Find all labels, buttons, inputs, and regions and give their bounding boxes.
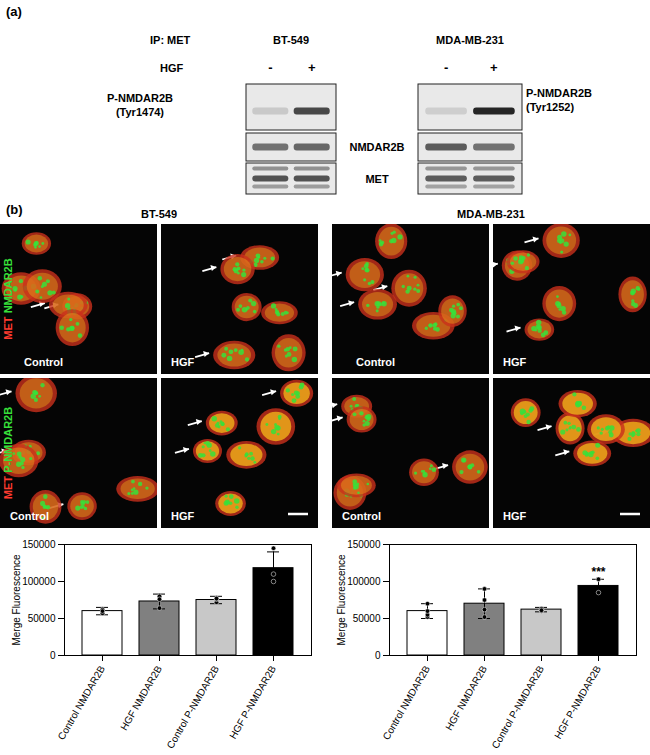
svg-text:+: + [490,60,498,75]
svg-text:Merge Fluorescence: Merge Fluorescence [11,554,22,646]
svg-text:(Tyr1252): (Tyr1252) [526,101,574,113]
svg-text:-: - [268,60,272,75]
svg-text:BT-549: BT-549 [141,208,177,220]
svg-text:Control NMDAR2B: Control NMDAR2B [56,663,108,741]
svg-text:P-NMDAR2B: P-NMDAR2B [107,92,173,104]
svg-text:0: 0 [50,650,56,661]
svg-text:HGF P-NMDAR2B: HGF P-NMDAR2B [227,663,278,740]
svg-text:Control: Control [10,510,49,522]
svg-text:MET NMDAR2B: MET NMDAR2B [2,258,14,339]
svg-text:Control: Control [24,356,63,368]
svg-text:0: 0 [375,650,381,661]
svg-text:50000: 50000 [353,613,381,624]
svg-text:100000: 100000 [347,576,381,587]
svg-text:Merge Fluorescence: Merge Fluorescence [336,554,347,646]
svg-text:150000: 150000 [22,539,56,550]
svg-text:***: *** [591,565,605,579]
svg-text:Control: Control [356,356,395,368]
svg-text:HGF: HGF [503,356,527,368]
svg-text:HGF: HGF [503,510,527,522]
svg-text:NMDAR2B: NMDAR2B [350,141,405,153]
svg-text:150000: 150000 [347,539,381,550]
svg-text:MDA-MB-231: MDA-MB-231 [457,208,525,220]
svg-text:HGF P-NMDAR2B: HGF P-NMDAR2B [552,663,603,740]
svg-text:MET: MET [365,173,389,185]
svg-text:MET P-NMDAR2B: MET P-NMDAR2B [2,407,14,499]
svg-text:(a): (a) [6,4,22,19]
svg-text:IP: MET: IP: MET [150,34,191,46]
svg-text:BT-549: BT-549 [273,34,309,46]
svg-text:HGF NMDAR2B: HGF NMDAR2B [118,663,164,732]
svg-text:Control P-NMDAR2B: Control P-NMDAR2B [165,663,222,750]
svg-text:(Tyr1474): (Tyr1474) [116,106,164,118]
svg-text:MDA-MB-231: MDA-MB-231 [436,34,504,46]
svg-text:Control P-NMDAR2B: Control P-NMDAR2B [490,663,547,750]
svg-text:+: + [308,60,316,75]
svg-text:HGF: HGF [160,62,184,74]
svg-text:Control NMDAR2B: Control NMDAR2B [381,663,433,741]
svg-text:HGF: HGF [171,510,195,522]
svg-text:Control: Control [342,510,381,522]
svg-text:HGF NMDAR2B: HGF NMDAR2B [443,663,489,732]
svg-text:HGF: HGF [171,356,195,368]
svg-text:(b): (b) [6,202,23,217]
svg-text:100000: 100000 [22,576,56,587]
svg-text:-: - [444,60,448,75]
svg-text:50000: 50000 [28,613,56,624]
svg-text:P-NMDAR2B: P-NMDAR2B [526,87,592,99]
